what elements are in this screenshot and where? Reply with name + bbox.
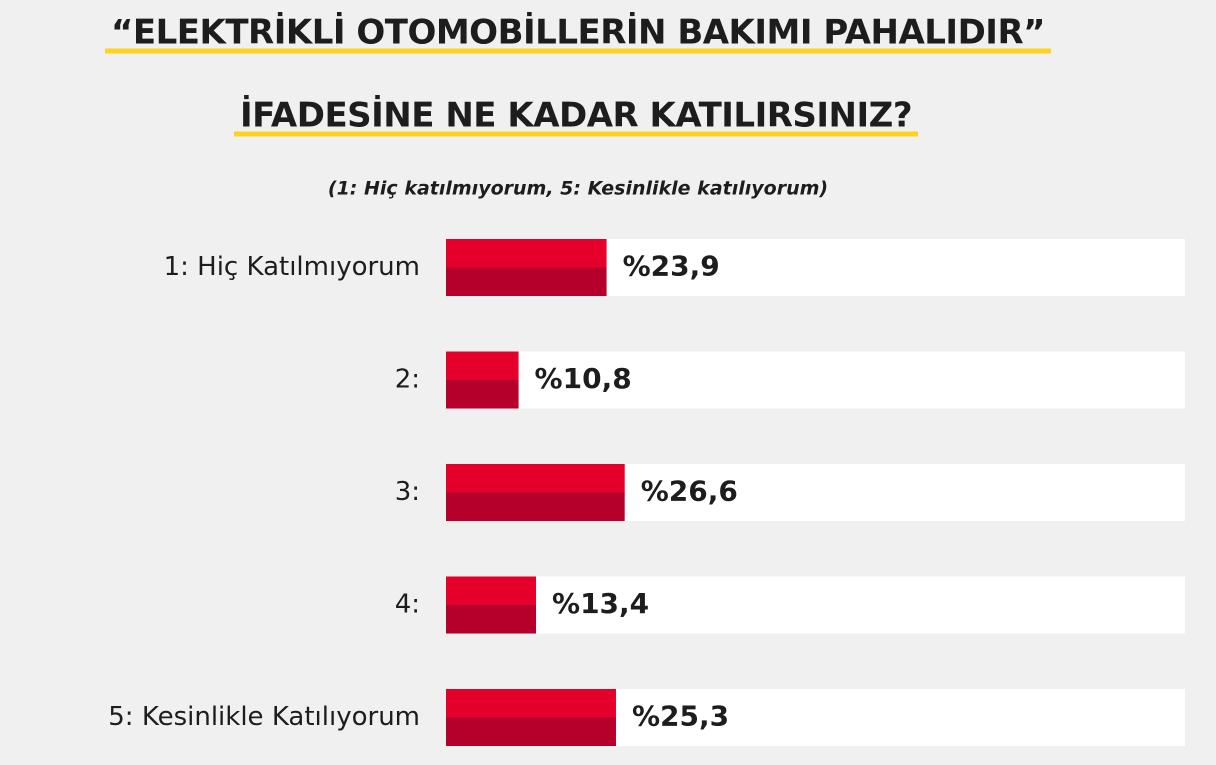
category-label: 2: xyxy=(395,365,420,395)
bar-track xyxy=(446,576,1185,634)
value-label: %26,6 xyxy=(641,475,738,508)
bar xyxy=(446,351,519,409)
category-label: 4: xyxy=(395,590,420,620)
title-underline xyxy=(105,48,1051,54)
chart-title: İFADESİNE NE KADAR KATILIRSINIZ? xyxy=(240,95,912,136)
bar xyxy=(446,576,537,634)
chart-subtitle: (1: Hiç katılmıyorum, 5: Kesinlikle katı… xyxy=(328,178,828,200)
bar-track xyxy=(446,351,1185,409)
value-label: %13,4 xyxy=(552,587,649,620)
title-underline xyxy=(233,131,919,137)
chart-title: “ELEKTRİKLİ OTOMOBİLLERİN BAKIMI PAHALID… xyxy=(111,12,1045,53)
category-label: 1: Hiç Katılmıyorum xyxy=(164,252,420,282)
bar xyxy=(446,239,607,296)
value-label: %23,9 xyxy=(623,250,720,283)
value-label: %25,3 xyxy=(632,700,729,733)
bar xyxy=(446,464,625,521)
category-label: 3: xyxy=(395,477,420,507)
value-label: %10,8 xyxy=(535,362,632,395)
bar xyxy=(446,689,616,746)
category-label: 5: Kesinlikle Katılıyorum xyxy=(108,702,420,732)
